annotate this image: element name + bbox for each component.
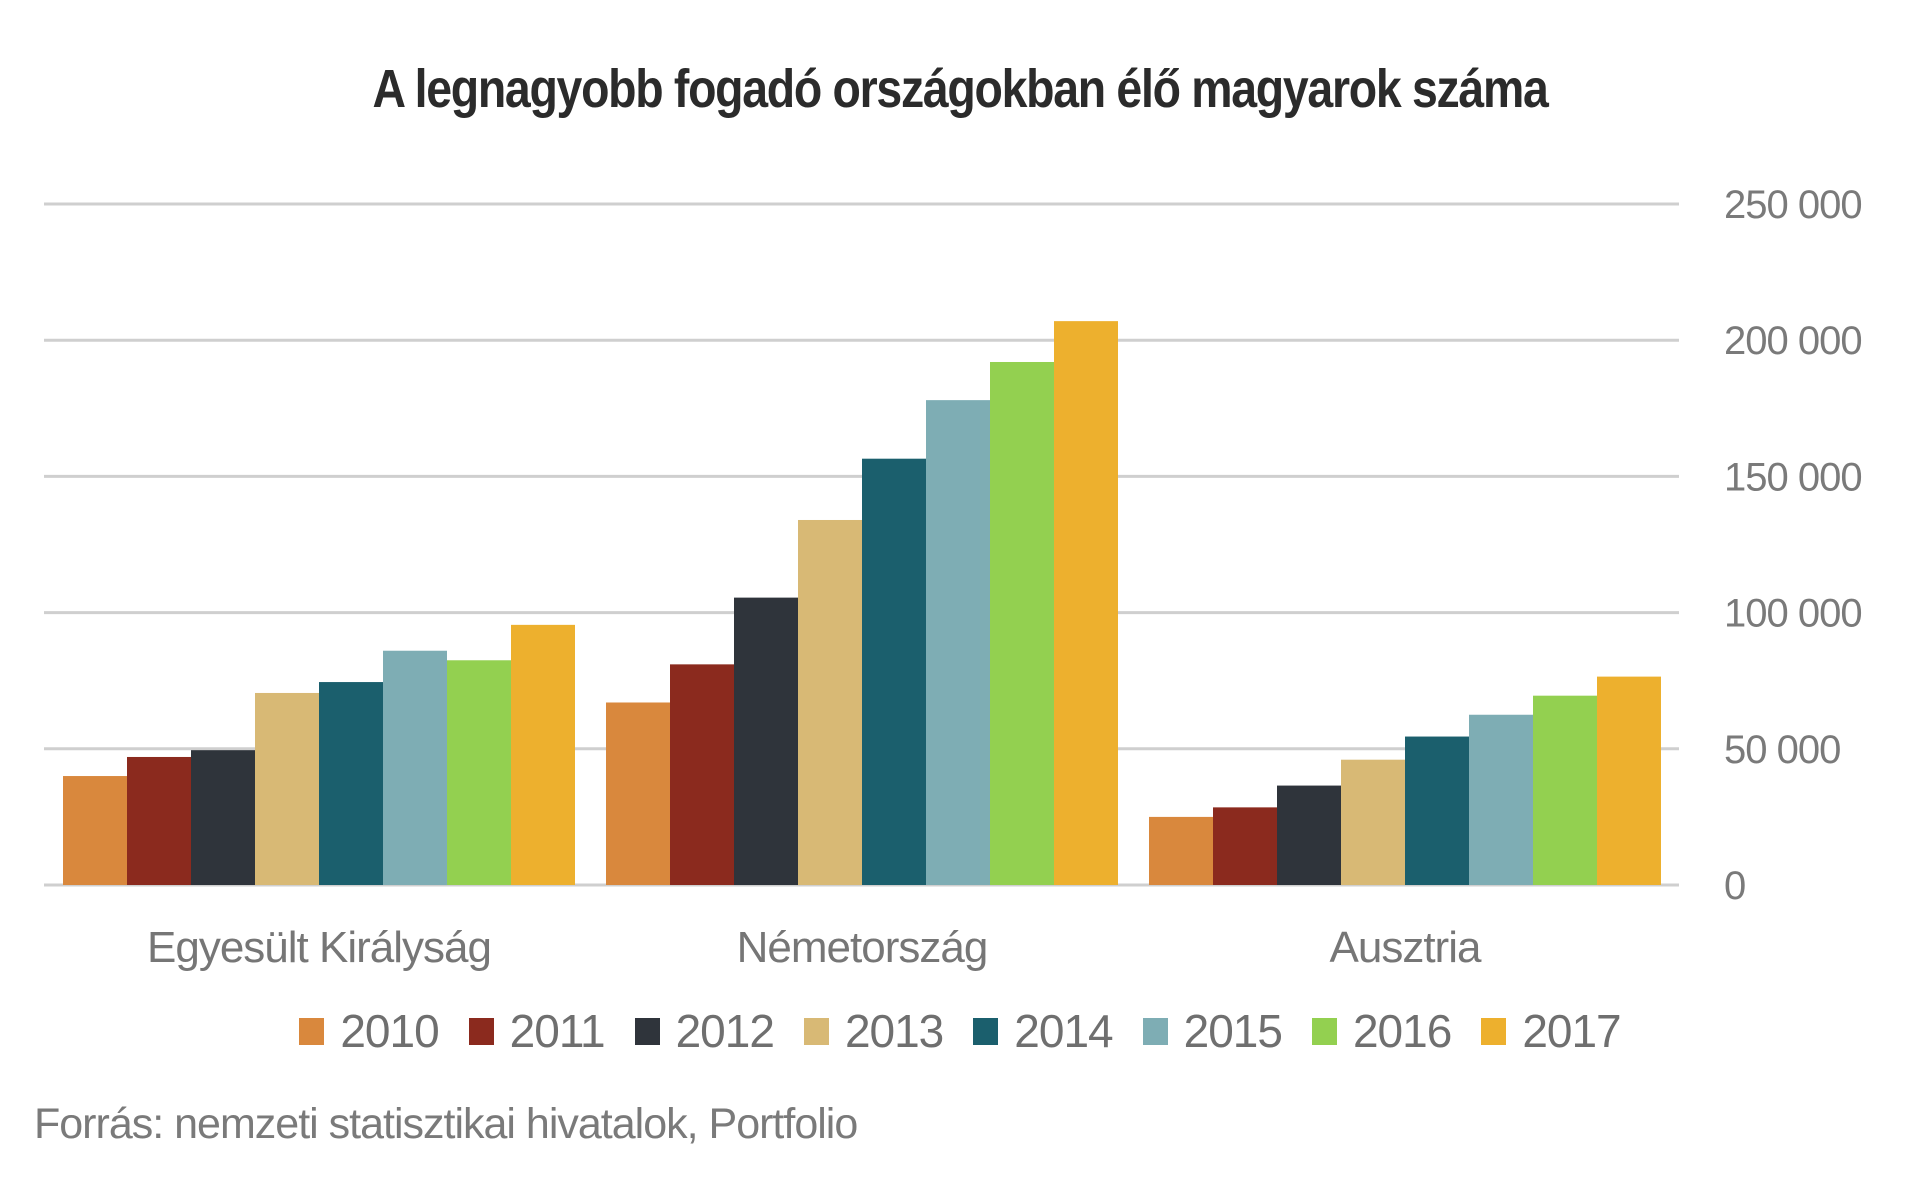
y-tick-label: 200 000 <box>1724 319 1862 363</box>
y-tick-label: 100 000 <box>1724 592 1862 636</box>
y-axis-ticks: 0 50 000 100 000 150 000 200 000 250 000 <box>1724 183 1863 908</box>
bar <box>1213 807 1277 885</box>
chart-title: A legnagyobb fogadó országokban élő magy… <box>372 59 1548 119</box>
bar <box>606 702 670 885</box>
y-tick-label: 0 <box>1724 864 1745 908</box>
legend-item: 2016 <box>1311 1005 1452 1057</box>
bar <box>926 400 990 885</box>
bar <box>127 756 191 885</box>
legend-swatch <box>1481 1017 1507 1045</box>
legend-swatch <box>973 1017 999 1045</box>
legend-label: 2013 <box>844 1005 944 1057</box>
legend-label: 2014 <box>1014 1005 1113 1057</box>
legend-item: 2010 <box>299 1005 440 1057</box>
plot-area: 0 50 000 100 000 150 000 200 000 250 000 Egye… <box>44 183 1863 972</box>
bar <box>1533 695 1597 885</box>
bar <box>319 682 383 885</box>
bar <box>383 650 447 885</box>
legend-label: 2012 <box>675 1005 775 1057</box>
legend-label: 2017 <box>1522 1005 1621 1057</box>
bar <box>990 361 1054 885</box>
bar <box>191 750 255 885</box>
bar <box>1149 816 1213 885</box>
legend-item: 2015 <box>1142 1005 1283 1057</box>
legend-swatch <box>1311 1017 1337 1045</box>
legend-label: 2015 <box>1183 1005 1283 1057</box>
y-tick-label: 250 000 <box>1724 183 1862 227</box>
y-tick-label: 150 000 <box>1724 455 1862 499</box>
bar <box>63 776 127 885</box>
bars <box>63 321 1661 886</box>
y-tick-label: 50 000 <box>1724 728 1840 772</box>
legend-item: 2017 <box>1481 1005 1622 1057</box>
bar <box>670 664 734 885</box>
legend-label: 2016 <box>1352 1005 1452 1057</box>
x-category-label: Egyesült Királyság <box>147 923 491 972</box>
legend-item: 2012 <box>634 1005 775 1057</box>
bar <box>1469 714 1533 885</box>
bar <box>734 597 798 885</box>
bar <box>862 458 926 885</box>
legend-swatch <box>299 1017 325 1045</box>
bar <box>1341 759 1405 885</box>
legend: 2010 2011 2012 2013 2014 2015 2016 2017 <box>0 1006 1920 1056</box>
legend-swatch <box>468 1017 494 1045</box>
source-note: Forrás: nemzeti statisztikai hivatalok, … <box>34 1100 858 1148</box>
bar <box>1277 785 1341 885</box>
bar <box>798 519 862 885</box>
legend-item: 2011 <box>468 1005 606 1057</box>
legend-label: 2010 <box>340 1005 439 1057</box>
bar <box>1405 736 1469 885</box>
bar <box>447 660 511 885</box>
legend-label: 2011 <box>509 1005 606 1057</box>
legend-swatch <box>803 1017 829 1045</box>
legend-item: 2014 <box>973 1005 1114 1057</box>
bar <box>255 692 319 885</box>
bar <box>1597 676 1661 885</box>
bar <box>511 624 575 885</box>
bar <box>1054 321 1118 886</box>
legend-swatch <box>634 1017 660 1045</box>
x-category-label: Németország <box>737 923 988 972</box>
x-category-label: Ausztria <box>1330 923 1482 972</box>
x-axis-categories: Egyesült Királyság Németország Ausztria <box>147 923 1483 972</box>
legend-item: 2013 <box>803 1005 944 1057</box>
legend-swatch <box>1142 1017 1168 1045</box>
